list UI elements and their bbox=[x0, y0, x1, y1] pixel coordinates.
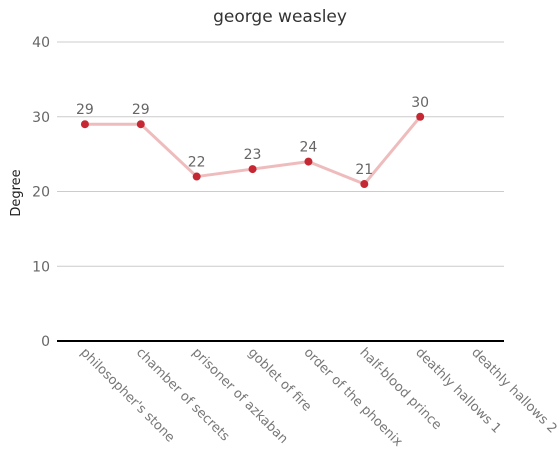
y-tick-label: 40 bbox=[32, 35, 50, 51]
y-tick-labels: 0 10 20 30 40 bbox=[32, 35, 50, 350]
data-point bbox=[193, 173, 201, 181]
y-tick-label: 0 bbox=[41, 334, 50, 350]
data-point bbox=[304, 158, 312, 166]
data-label: 21 bbox=[355, 162, 373, 178]
chart-title: george weasley bbox=[213, 7, 347, 27]
data-point bbox=[360, 180, 368, 188]
data-point bbox=[249, 165, 257, 173]
y-tick-label: 10 bbox=[32, 259, 50, 275]
y-tick-label: 30 bbox=[32, 110, 50, 126]
data-label: 24 bbox=[300, 140, 318, 156]
data-point bbox=[416, 113, 424, 121]
data-label: 29 bbox=[132, 102, 150, 118]
x-tick-label: chamber of secrets bbox=[133, 345, 232, 444]
data-label: 29 bbox=[76, 102, 94, 118]
data-label: 22 bbox=[188, 155, 206, 171]
data-label: 30 bbox=[411, 95, 429, 111]
y-tick-label: 20 bbox=[32, 185, 50, 201]
y-axis-label: Degree bbox=[9, 169, 24, 216]
x-tick-label: philosopher's stone bbox=[77, 345, 177, 445]
data-label: 23 bbox=[244, 147, 262, 163]
data-point bbox=[81, 120, 89, 128]
x-tick-label: prisoner of azkaban bbox=[189, 345, 291, 447]
data-point bbox=[137, 120, 145, 128]
gridlines bbox=[57, 42, 504, 266]
x-tick-label: order of the phoenix bbox=[301, 345, 406, 450]
